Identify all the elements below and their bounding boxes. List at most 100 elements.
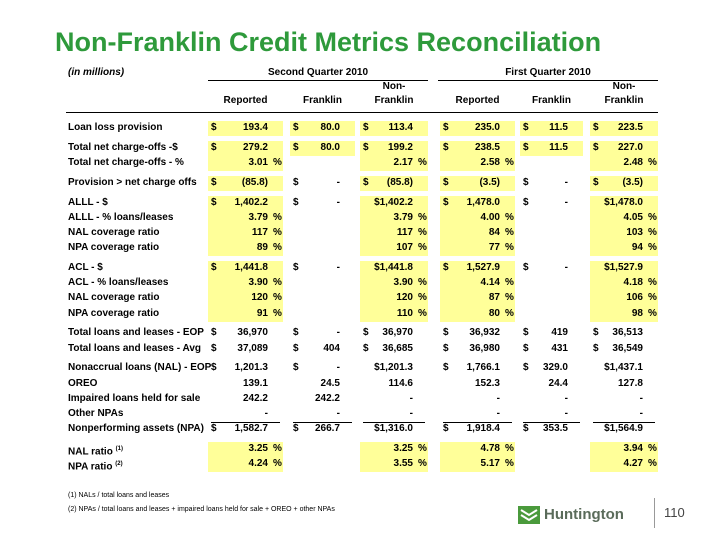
percent: % [505, 277, 514, 289]
currency: $ [293, 342, 299, 354]
row-label: Total net charge-offs - % [68, 157, 184, 168]
highlight [440, 241, 515, 257]
currency: $ [211, 362, 217, 374]
highlight [208, 276, 283, 292]
value: 3.25 [393, 443, 413, 454]
value: 94 [631, 242, 643, 254]
value: 127.8 [617, 377, 643, 389]
percent: % [418, 443, 427, 454]
highlight [590, 195, 658, 211]
value: 1,766.1 [466, 362, 500, 374]
value: 1,402.2 [234, 196, 268, 208]
value: - [564, 196, 568, 208]
percent: % [648, 227, 657, 238]
value: 106 [626, 292, 643, 304]
highlight [590, 241, 658, 257]
value: 114.6 [388, 377, 413, 389]
highlight [590, 457, 658, 473]
value: 4.24 [248, 458, 268, 470]
value: - [496, 392, 500, 404]
percent: % [273, 157, 282, 168]
value: 4.27 [623, 458, 643, 470]
value: 77 [488, 242, 500, 254]
currency: $ [211, 122, 217, 133]
column-header: Reported [455, 95, 500, 106]
percent: % [648, 277, 657, 289]
row-label: Loan loss provision [68, 122, 163, 133]
period-header: First Quarter 2010 [505, 67, 591, 78]
rule [211, 422, 280, 424]
value: $1,402.2 [374, 196, 413, 208]
value: - [336, 327, 340, 339]
currency: $ [593, 141, 599, 153]
currency: $ [523, 196, 529, 208]
value: $1,564.9 [604, 423, 643, 435]
row-label: ALLL - % loans/leases [68, 211, 174, 223]
value: 36,970 [237, 327, 268, 339]
currency: $ [523, 176, 529, 188]
highlight [208, 140, 283, 156]
currency: $ [523, 262, 529, 273]
percent: % [648, 307, 657, 319]
highlight [440, 195, 515, 211]
row-label: Other NPAs [68, 408, 124, 419]
highlight [208, 156, 283, 172]
value: 98 [631, 307, 643, 319]
currency: $ [443, 141, 449, 153]
currency: $ [593, 122, 599, 133]
currency: $ [363, 342, 369, 354]
value: 36,980 [469, 342, 500, 354]
currency: $ [293, 196, 299, 208]
rule [523, 422, 580, 424]
percent: % [418, 277, 427, 289]
percent: % [273, 211, 282, 223]
value: - [564, 408, 568, 419]
currency: $ [593, 327, 599, 339]
currency: $ [211, 262, 217, 273]
value: 24.5 [320, 377, 340, 389]
rule [363, 422, 425, 424]
highlight [360, 306, 428, 322]
highlight [208, 261, 283, 277]
currency: $ [293, 141, 299, 153]
highlight [440, 140, 515, 156]
value: 3.90 [248, 277, 268, 289]
percent: % [273, 242, 282, 254]
currency: $ [443, 423, 449, 435]
value: 2.48 [623, 157, 643, 168]
value: 235.0 [474, 122, 500, 133]
currency: $ [523, 122, 529, 133]
value: 1,478.0 [466, 196, 500, 208]
value: $1,441.8 [374, 262, 413, 273]
currency: $ [211, 196, 217, 208]
highlight [208, 241, 283, 257]
footnote: (1) NALs / total loans and leases [68, 492, 170, 499]
percent: % [505, 443, 514, 454]
value: 36,970 [382, 327, 413, 339]
value: $1,201.3 [374, 362, 413, 374]
highlight [590, 261, 658, 277]
value: 223.5 [617, 122, 643, 133]
currency: $ [443, 176, 449, 188]
currency: $ [211, 176, 217, 188]
highlight [360, 195, 428, 211]
percent: % [273, 292, 282, 304]
highlight [590, 291, 658, 307]
note-ref: (2) [115, 461, 123, 468]
highlight [590, 226, 658, 242]
value: 80 [488, 307, 500, 319]
value: - [564, 176, 568, 188]
value: 87 [488, 292, 500, 304]
row-label: NPA ratio (2) [68, 461, 123, 473]
row-label: Provision > net charge offs [68, 176, 197, 188]
value: 4.18 [623, 277, 643, 289]
logo-icon [518, 506, 540, 524]
value: 117 [251, 227, 268, 238]
value: 3.90 [393, 277, 413, 289]
percent: % [418, 227, 427, 238]
highlight [290, 121, 355, 137]
percent: % [273, 227, 282, 238]
rule [208, 80, 428, 81]
value: 139.1 [242, 377, 268, 389]
percent: % [505, 292, 514, 304]
